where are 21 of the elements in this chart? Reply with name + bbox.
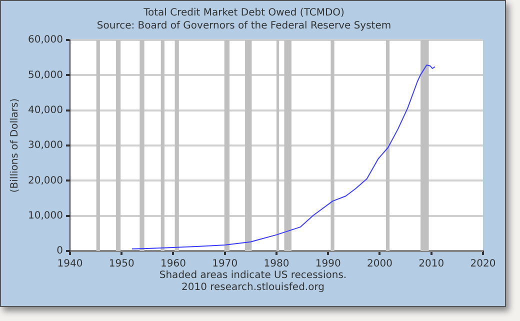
x-tick-label: 1950	[108, 258, 134, 270]
y-tick-label: 0	[56, 246, 63, 257]
chart-subtitle: Source: Board of Governors of the Federal Reserve System	[96, 20, 392, 32]
y-tick-label: 30,000	[28, 140, 63, 152]
text: Shaded areas indicate US recessions.	[158, 270, 348, 282]
x-tick-label: 1960	[160, 258, 186, 270]
x-tick-label: 2020	[470, 258, 496, 270]
x-tick-label: 1970	[212, 258, 238, 270]
x-tick-label: 1940	[57, 258, 83, 270]
x-tick-label: 1990	[315, 258, 341, 270]
chart-title: Total Credit Market Debt Owed (TCMDO)	[142, 8, 345, 19]
y-axis-title: (Billions of Dollars)	[10, 98, 21, 193]
y-tick-label: 50,000	[28, 70, 63, 81]
x-tick-label: 1980	[264, 258, 290, 270]
y-tick-label: 40,000	[28, 104, 63, 116]
text: 2010 research.stlouisfed.org	[180, 282, 326, 294]
y-tick-label: 10,000	[28, 210, 63, 222]
y-tick-label: 20,000	[28, 175, 63, 186]
x-tick-label: 2000	[367, 258, 392, 270]
y-tick-label: 60,000	[28, 34, 63, 46]
x-tick-label: 2010	[418, 258, 444, 270]
